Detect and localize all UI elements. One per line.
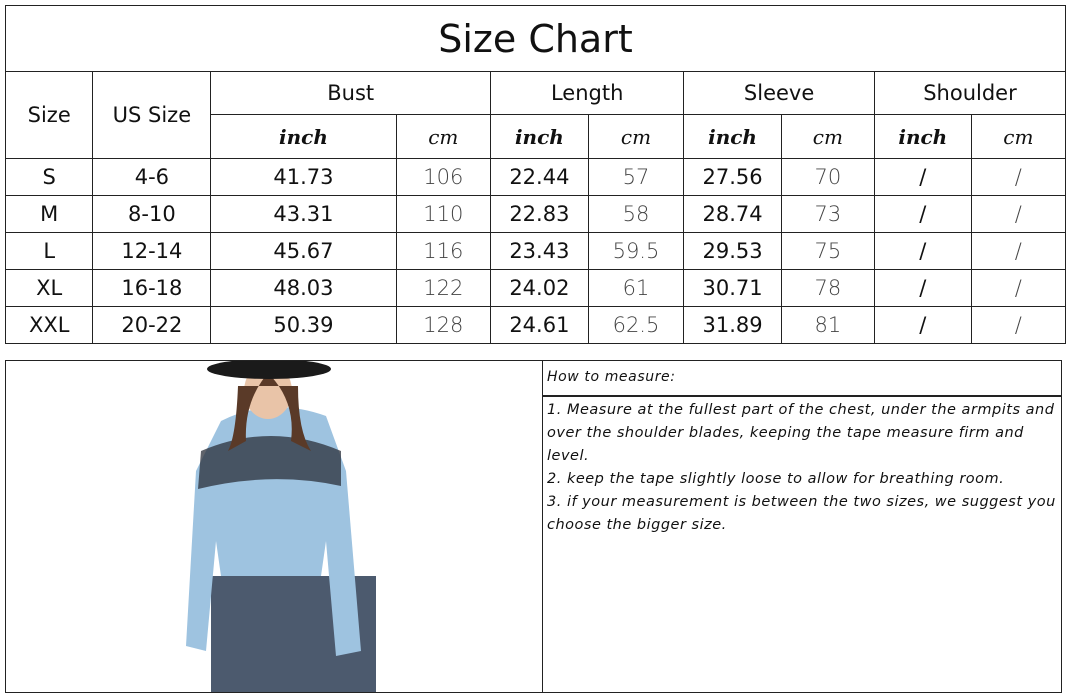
measure-step: 3. if your measurement is between the tw…: [547, 494, 1056, 533]
cell-sleeve-in: 30.71: [683, 269, 782, 307]
cell-sleeve-in: 29.53: [683, 232, 782, 270]
cell-bust-cm: 116: [395, 232, 492, 270]
cell-us: 16-18: [92, 269, 212, 307]
chart-title: Size Chart: [5, 5, 1066, 72]
header-size: Size: [4, 71, 94, 159]
model-sweater-image: [186, 359, 376, 692]
unit-cm: cm: [970, 114, 1066, 159]
cell-bust-in: 43.31: [210, 195, 397, 233]
unit-inch: inch: [683, 114, 782, 159]
measure-heading: How to measure:: [543, 361, 1061, 397]
cell-shoulder-cm: /: [970, 306, 1066, 344]
cell-size: S: [4, 158, 94, 196]
cell-size: XXL: [4, 306, 94, 344]
cell-length-cm: 58: [587, 195, 685, 233]
product-photo: [6, 359, 543, 692]
unit-inch: inch: [210, 114, 397, 159]
cell-length-in: 22.44: [490, 158, 589, 196]
header-bust: Bust: [210, 71, 492, 115]
unit-cm: cm: [780, 114, 875, 159]
cell-us: 12-14: [92, 232, 212, 270]
cell-shoulder-cm: /: [970, 269, 1066, 307]
measure-section: How to measure: 1. Measure at the fulles…: [5, 359, 1062, 693]
cell-size: L: [4, 232, 94, 270]
header-length: Length: [490, 71, 685, 115]
unit-inch: inch: [873, 114, 972, 159]
unit-inch: inch: [490, 114, 589, 159]
header-sleeve: Sleeve: [683, 71, 875, 115]
table-row: M 8-10 43.31 110 22.83 58 28.74 73//: [4, 195, 1066, 233]
cell-length-in: 24.61: [490, 306, 589, 344]
cell-shoulder-cm: /: [970, 195, 1066, 233]
cell-bust-in: 45.67: [210, 232, 397, 270]
cell-length-cm: 61: [587, 269, 685, 307]
cell-sleeve-cm: 75: [780, 232, 875, 270]
cell-shoulder-cm: /: [970, 232, 1066, 270]
cell-sleeve-in: 27.56: [683, 158, 782, 196]
cell-bust-in: 41.73: [210, 158, 397, 196]
cell-sleeve-in: 28.74: [683, 195, 782, 233]
cell-sleeve-cm: 70: [780, 158, 875, 196]
cell-bust-in: 50.39: [210, 306, 397, 344]
cell-us: 8-10: [92, 195, 212, 233]
size-chart-table: Size Chart Size US Size Bust Length Slee…: [4, 5, 1066, 344]
measure-instructions: How to measure: 1. Measure at the fulles…: [543, 361, 1061, 692]
cell-shoulder-cm: /: [970, 158, 1066, 196]
table-row: S 4-6 41.73 106 22.44 57 27.56 70//: [4, 158, 1066, 196]
cell-shoulder-in: /: [873, 158, 972, 196]
unit-cm: cm: [587, 114, 685, 159]
cell-sleeve-cm: 81: [780, 306, 875, 344]
cell-us: 20-22: [92, 306, 212, 344]
cell-bust-cm: 110: [395, 195, 492, 233]
cell-length-in: 24.02: [490, 269, 589, 307]
measure-step: 1. Measure at the fullest part of the ch…: [547, 402, 1055, 464]
cell-length-in: 22.83: [490, 195, 589, 233]
cell-shoulder-in: /: [873, 195, 972, 233]
header-us-size: US Size: [92, 71, 212, 159]
cell-length-cm: 59.5: [587, 232, 685, 270]
header-shoulder: Shoulder: [873, 71, 1066, 115]
measure-step: 2. keep the tape slightly loose to allow…: [547, 471, 1005, 487]
cell-length-cm: 62.5: [587, 306, 685, 344]
cell-sleeve-cm: 78: [780, 269, 875, 307]
cell-bust-cm: 128: [395, 306, 492, 344]
cell-us: 4-6: [92, 158, 212, 196]
cell-sleeve-in: 31.89: [683, 306, 782, 344]
cell-length-in: 23.43: [490, 232, 589, 270]
cell-shoulder-in: /: [873, 269, 972, 307]
cell-size: M: [4, 195, 94, 233]
cell-bust-cm: 122: [395, 269, 492, 307]
cell-bust-in: 48.03: [210, 269, 397, 307]
cell-size: XL: [4, 269, 94, 307]
cell-shoulder-in: /: [873, 306, 972, 344]
cell-length-cm: 57: [587, 158, 685, 196]
table-row: XL 16-18 48.03 122 24.02 61 30.71 78//: [4, 269, 1066, 307]
cell-shoulder-in: /: [873, 232, 972, 270]
unit-cm: cm: [395, 114, 492, 159]
table-row: L 12-14 45.67 116 23.43 59.5 29.53 75//: [4, 232, 1066, 270]
sweater-pattern: [198, 436, 341, 489]
hat: [207, 359, 331, 379]
table-row: XXL 20-22 50.39 128 24.61 62.5 31.89 81//: [4, 306, 1066, 344]
hair: [228, 373, 311, 451]
cell-sleeve-cm: 73: [780, 195, 875, 233]
cell-bust-cm: 106: [395, 158, 492, 196]
